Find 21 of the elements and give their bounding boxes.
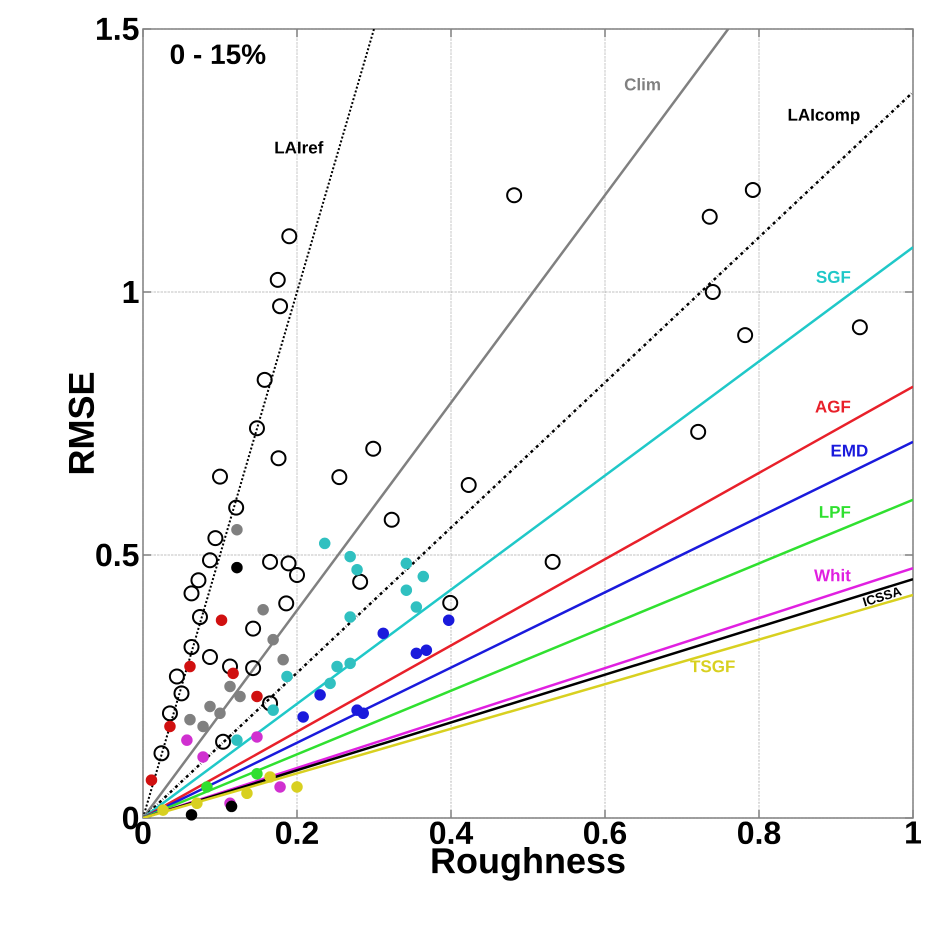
series-label: TSGF (690, 660, 735, 672)
x-tick-label: 0.8 (738, 822, 780, 844)
y-axis-title: RMSE (68, 372, 94, 474)
text: ICSSA (862, 587, 902, 606)
series-label: LAIcomp (788, 108, 860, 124)
x-tick-label: 0.4 (430, 822, 474, 844)
x-tick-label: 1 (906, 822, 922, 844)
y-tick-label: 0.5 (96, 544, 139, 566)
x-tick-label: 0.6 (584, 822, 626, 844)
y-tick-label: 1 (124, 280, 139, 303)
series-label: Clim (624, 78, 660, 90)
x-tick-label: 0.2 (276, 822, 318, 844)
series-label: LAIref (275, 141, 324, 154)
y-tick-label: 1.5 (96, 18, 139, 40)
series-label: AGF (815, 400, 850, 413)
series-label: LPF (820, 506, 850, 518)
annotation: 0 - 15% (170, 44, 266, 64)
series-label: EMD (832, 444, 868, 456)
series-label: Whit (814, 568, 851, 582)
series-label: SGF (816, 270, 850, 283)
x-axis-title: Roughness (432, 847, 625, 881)
